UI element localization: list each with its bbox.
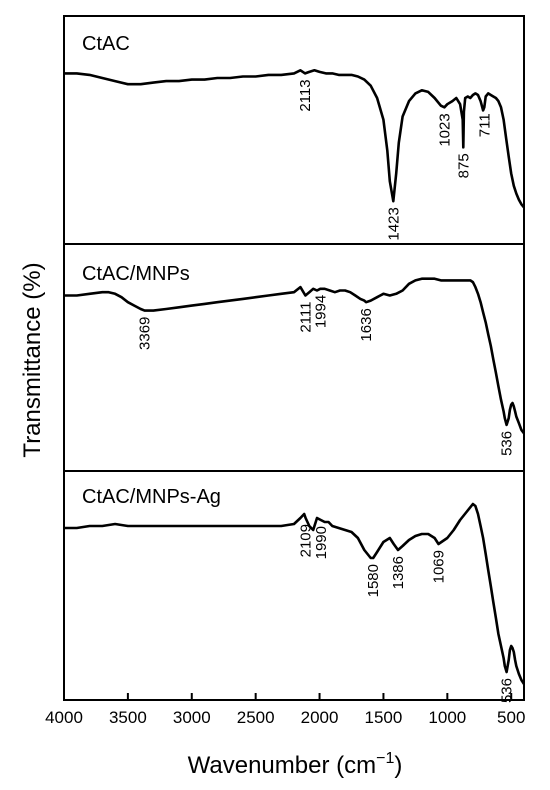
peak-label: 875 bbox=[455, 153, 472, 178]
peak-label: 2111 bbox=[297, 302, 314, 333]
peak-label: 536 bbox=[499, 431, 516, 456]
x-tick-label: 4000 bbox=[45, 708, 83, 727]
x-tick-label: 2500 bbox=[237, 708, 275, 727]
peak-label: 3369 bbox=[137, 317, 154, 350]
x-tick-label: 1500 bbox=[365, 708, 403, 727]
peak-label: 1580 bbox=[365, 564, 382, 597]
x-axis-title: Wavenumber (cm−1) bbox=[188, 750, 403, 779]
x-axis-title-superscript: −1 bbox=[376, 750, 394, 767]
panel-title-ctac: CtAC bbox=[82, 33, 130, 55]
peak-label: 1994 bbox=[312, 295, 329, 328]
y-axis-title: Transmittance (%) bbox=[19, 262, 46, 457]
peak-label: 1423 bbox=[385, 207, 402, 240]
x-axis-title-main: Wavenumber (cm bbox=[188, 752, 376, 779]
x-axis-ticks: 4000 3500 3000 2500 2000 1500 1000 500 bbox=[45, 693, 525, 727]
panel-title-ctac-mnps: CtAC/MNPs bbox=[82, 263, 190, 285]
peak-label: 1386 bbox=[390, 556, 407, 589]
peak-label: 1069 bbox=[431, 550, 448, 583]
plot-frame bbox=[63, 15, 525, 701]
x-tick-label: 3500 bbox=[109, 708, 147, 727]
peak-label: 536 bbox=[499, 678, 516, 703]
x-tick-label: 2000 bbox=[301, 708, 339, 727]
spectrum-line-ctac-mnps bbox=[64, 277, 526, 435]
peak-label: 1636 bbox=[358, 308, 375, 341]
x-tick-label: 1000 bbox=[428, 708, 466, 727]
peak-label: 2113 bbox=[297, 79, 314, 111]
spectrum-line-ctac-mnps-ag bbox=[64, 502, 526, 685]
peak-label: 1990 bbox=[313, 526, 330, 559]
x-tick-label: 500 bbox=[497, 708, 525, 727]
x-axis-title-close: ) bbox=[394, 752, 402, 779]
peak-label: 711 bbox=[476, 113, 493, 137]
spectrum-line-ctac bbox=[64, 69, 525, 209]
panel-title-ctac-mnps-ag: CtAC/MNPs-Ag bbox=[82, 486, 221, 508]
peak-label: 1023 bbox=[436, 113, 453, 146]
peak-label: 2109 bbox=[298, 524, 315, 557]
x-tick-label: 3000 bbox=[173, 708, 211, 727]
